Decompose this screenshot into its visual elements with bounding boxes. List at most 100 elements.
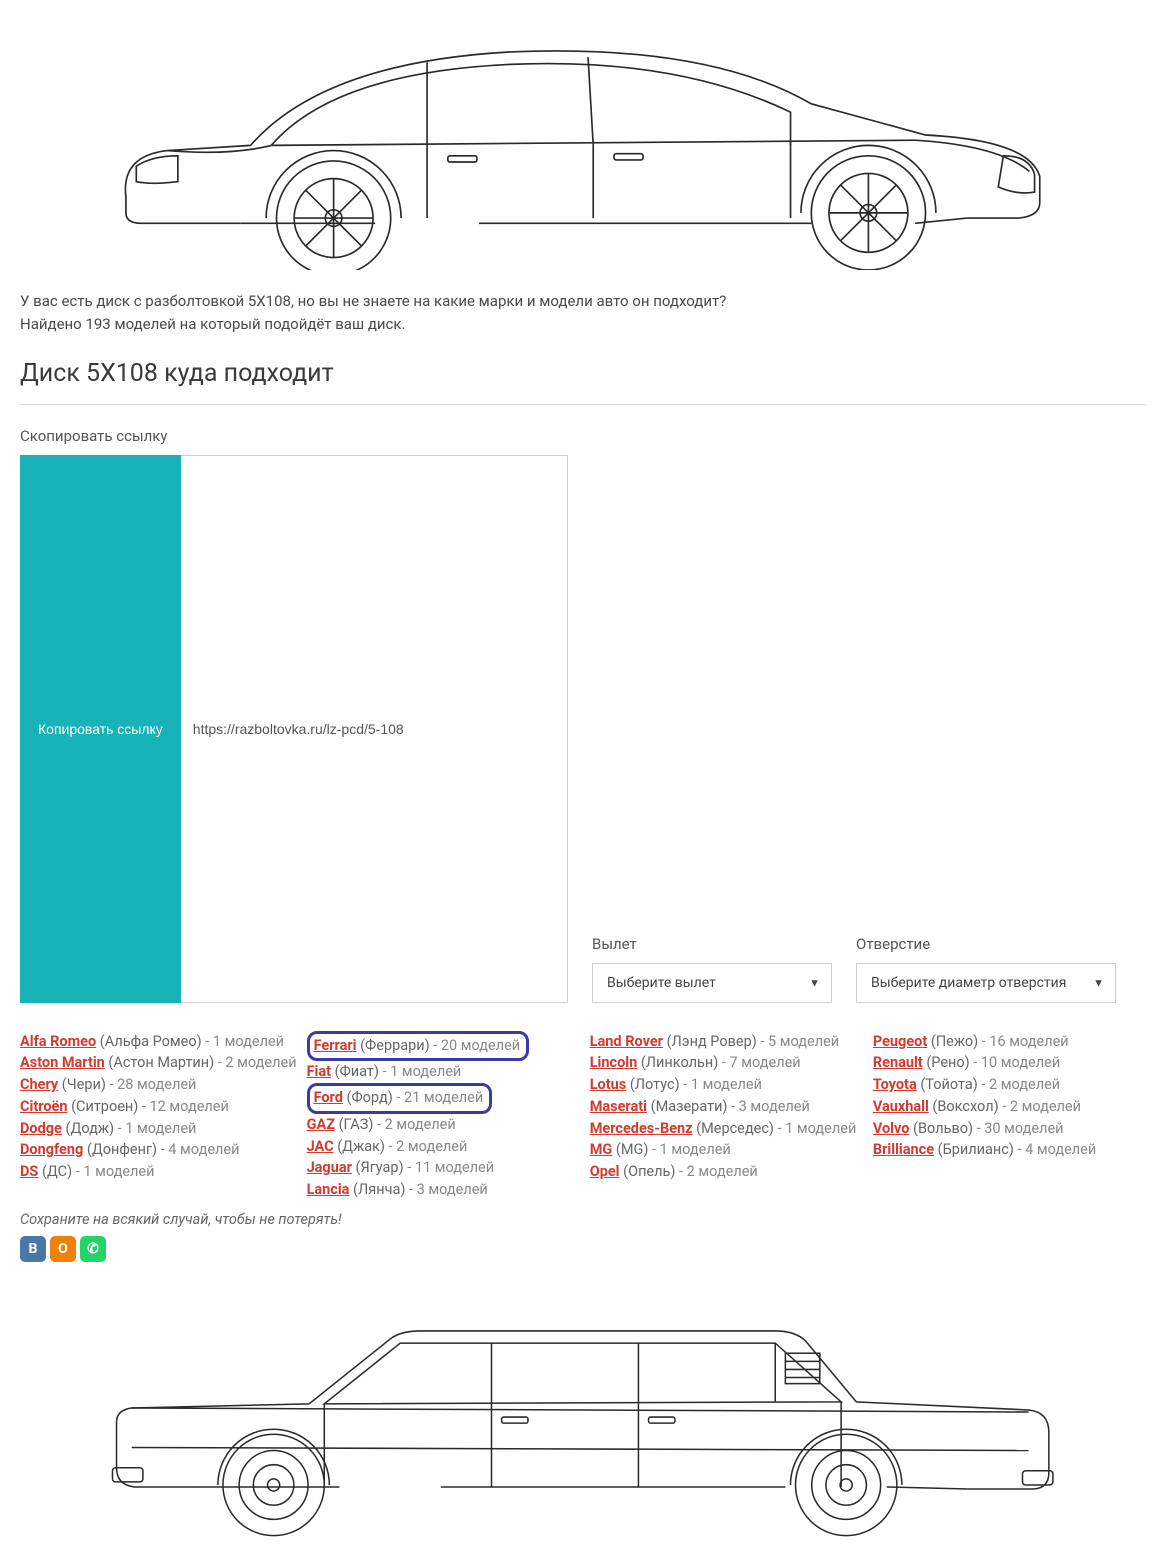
brand-link[interactable]: Fiat	[307, 1063, 331, 1080]
brand-rus: (Феррари)	[357, 1037, 430, 1054]
brand-rus: (Рено)	[923, 1054, 970, 1071]
brands-col-1: Alfa Romeo (Альфа Ромео) - 1 моделейAsto…	[20, 1031, 297, 1201]
brand-rus: (Лянча)	[349, 1181, 405, 1198]
brand-item: Lotus (Лотус) - 1 моделей	[590, 1074, 863, 1096]
brand-rus: (Додж)	[62, 1120, 114, 1137]
brand-link[interactable]: Peugeot	[873, 1033, 927, 1050]
brand-count: - 20 моделей	[430, 1037, 521, 1054]
brand-count: - 2 моделей	[373, 1116, 455, 1133]
share-vk-button[interactable]: B	[20, 1236, 46, 1262]
brand-link[interactable]: Land Rover	[590, 1033, 663, 1050]
brand-link[interactable]: Renault	[873, 1054, 923, 1071]
brand-item: Peugeot (Пежо) - 16 моделей	[873, 1031, 1146, 1053]
brand-rus: (Пежо)	[927, 1033, 978, 1050]
brand-link[interactable]: Dongfeng	[20, 1141, 83, 1158]
brand-link[interactable]: Maserati	[590, 1098, 647, 1115]
brand-link[interactable]: Aston Martin	[20, 1054, 105, 1071]
brand-link[interactable]: Opel	[590, 1163, 620, 1180]
brand-link[interactable]: Alfa Romeo	[20, 1033, 96, 1050]
brand-count: - 4 моделей	[1014, 1141, 1096, 1158]
brand-item: Lincoln (Линкольн) - 7 моделей	[590, 1052, 863, 1074]
highlight-box: Ford (Форд) - 21 моделей	[307, 1083, 493, 1114]
brand-count: - 1 моделей	[72, 1163, 154, 1180]
brand-link[interactable]: Dodge	[20, 1120, 62, 1137]
offset-label: Вылет	[592, 935, 832, 953]
brand-rus: (Опель)	[620, 1163, 676, 1180]
brand-item: DS (ДС) - 1 моделей	[20, 1161, 297, 1183]
brand-count: - 2 моделей	[999, 1098, 1081, 1115]
share-ok-button[interactable]: O	[50, 1236, 76, 1262]
offset-select[interactable]: Выберите вылет	[592, 963, 832, 1003]
brand-count: - 3 моделей	[727, 1098, 809, 1115]
brand-link[interactable]: Ferrari	[314, 1037, 357, 1054]
car-svg-top	[48, 0, 1118, 270]
highlight-box: Ferrari (Феррари) - 20 моделей	[307, 1031, 530, 1062]
brand-count: - 4 моделей	[157, 1141, 239, 1158]
brand-rus: (Форд)	[343, 1089, 393, 1106]
brand-count: - 16 моделей	[978, 1033, 1069, 1050]
brand-rus: (Брилианс)	[934, 1141, 1014, 1158]
brand-link[interactable]: Lotus	[590, 1076, 627, 1093]
brand-link[interactable]: Jaguar	[307, 1159, 352, 1176]
brand-link[interactable]: GAZ	[307, 1116, 335, 1133]
brand-count: - 1 моделей	[774, 1120, 856, 1137]
brand-link[interactable]: Mercedes-Benz	[590, 1120, 693, 1137]
url-input[interactable]	[181, 455, 568, 1003]
brand-item: Mercedes-Benz (Мерседес) - 1 моделей	[590, 1118, 863, 1140]
brand-item: JAC (Джак) - 2 моделей	[307, 1136, 580, 1158]
brand-item: Citroën (Ситроен) - 12 моделей	[20, 1096, 297, 1118]
brand-count: - 30 моделей	[973, 1120, 1064, 1137]
brand-rus: (Альфа Ромео)	[96, 1033, 202, 1050]
brand-item: Opel (Опель) - 2 моделей	[590, 1161, 863, 1183]
brand-count: - 10 моделей	[970, 1054, 1061, 1071]
brand-item: Dongfeng (Донфенг) - 4 моделей	[20, 1139, 297, 1161]
brand-rus: (ДС)	[38, 1163, 72, 1180]
brand-rus: (Чери)	[58, 1076, 106, 1093]
brand-link[interactable]: Chery	[20, 1076, 58, 1093]
save-note: Сохраните на всякий случай, чтобы не пот…	[20, 1211, 1146, 1228]
copy-link-button[interactable]: Копировать ссылку	[20, 455, 181, 1003]
brand-count: - 2 моделей	[978, 1076, 1060, 1093]
brands-col-2: Ferrari (Феррари) - 20 моделейFiat (Фиат…	[307, 1031, 580, 1201]
brand-item: Ferrari (Феррари) - 20 моделей	[307, 1031, 580, 1062]
brand-rus: (Тойота)	[917, 1076, 978, 1093]
brand-item: Vauxhall (Воксхол) - 2 моделей	[873, 1096, 1146, 1118]
brand-rus: (MG)	[612, 1141, 648, 1158]
brand-rus: (Фиат)	[331, 1063, 379, 1080]
brand-rus: (Астон Мартин)	[105, 1054, 214, 1071]
brand-count: - 5 моделей	[757, 1033, 839, 1050]
car-illustration-bottom	[20, 1282, 1146, 1542]
brand-count: - 1 моделей	[680, 1076, 762, 1093]
brand-count: - 1 моделей	[379, 1063, 461, 1080]
car-svg-bottom	[76, 1282, 1089, 1542]
brand-link[interactable]: Toyota	[873, 1076, 917, 1093]
brand-link[interactable]: Lancia	[307, 1181, 350, 1198]
brand-count: - 7 моделей	[718, 1054, 800, 1071]
brand-link[interactable]: MG	[590, 1141, 613, 1158]
brand-item: Dodge (Додж) - 1 моделей	[20, 1118, 297, 1140]
bore-select[interactable]: Выберите диаметр отверстия	[856, 963, 1116, 1003]
brand-rus: (Мерседес)	[693, 1120, 774, 1137]
divider	[20, 404, 1146, 405]
brand-link[interactable]: JAC	[307, 1138, 334, 1155]
brand-item: Chery (Чери) - 28 моделей	[20, 1074, 297, 1096]
brand-link[interactable]: Vauxhall	[873, 1098, 929, 1115]
brand-link[interactable]: Brilliance	[873, 1141, 934, 1158]
brand-item: Alfa Romeo (Альфа Ромео) - 1 моделей	[20, 1031, 297, 1053]
brand-rus: (Ситроен)	[67, 1098, 138, 1115]
brands-grid: Alfa Romeo (Альфа Ромео) - 1 моделейAsto…	[20, 1031, 1146, 1201]
brand-link[interactable]: Volvo	[873, 1120, 910, 1137]
brand-rus: (Вольво)	[909, 1120, 973, 1137]
brand-link[interactable]: Lincoln	[590, 1054, 638, 1071]
brand-count: - 28 моделей	[106, 1076, 197, 1093]
brand-rus: (Воксхол)	[929, 1098, 999, 1115]
bore-label: Отверстие	[856, 935, 1116, 953]
brand-link[interactable]: DS	[20, 1163, 38, 1180]
brand-rus: (ГАЗ)	[335, 1116, 373, 1133]
brand-item: Brilliance (Брилианс) - 4 моделей	[873, 1139, 1146, 1161]
share-whatsapp-button[interactable]: ✆	[80, 1236, 106, 1262]
brand-link[interactable]: Citroën	[20, 1098, 67, 1115]
brand-link[interactable]: Ford	[314, 1089, 343, 1106]
share-row: B O ✆	[20, 1236, 1146, 1262]
brand-count: - 21 моделей	[393, 1089, 484, 1106]
